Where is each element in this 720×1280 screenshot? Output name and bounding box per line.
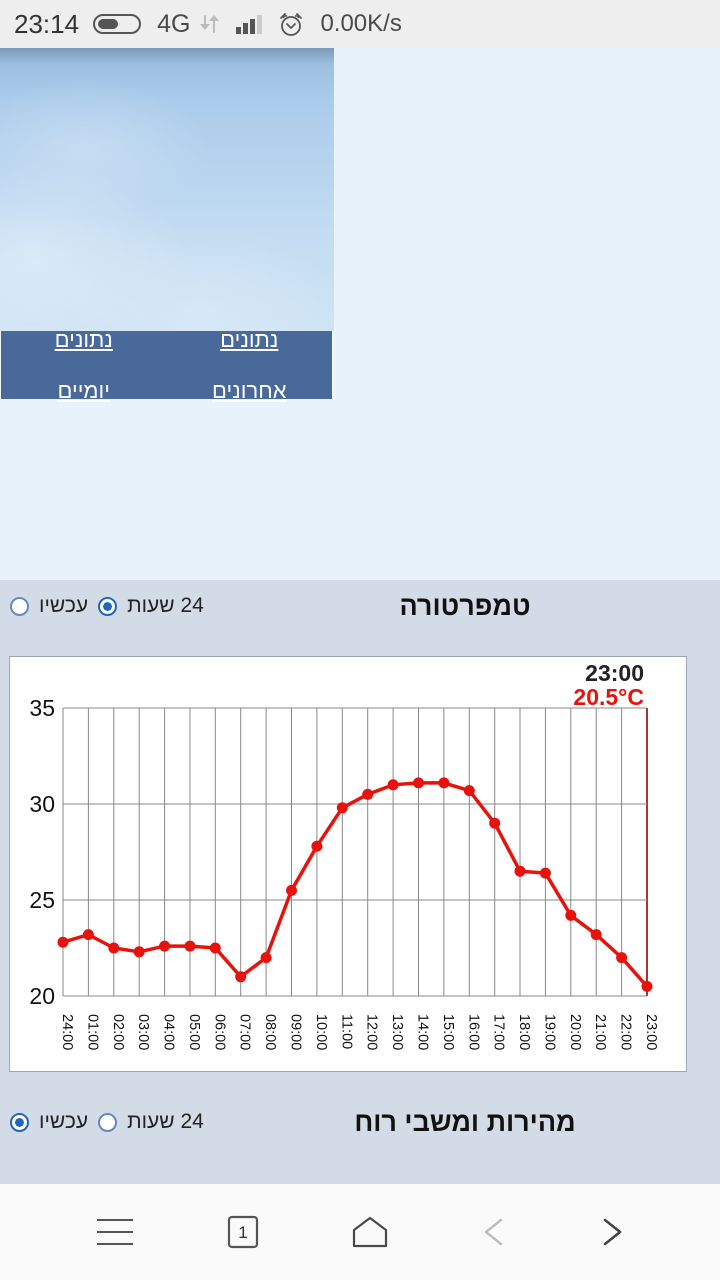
svg-text:04:00: 04:00 (161, 1014, 177, 1050)
svg-text:20:00: 20:00 (567, 1014, 583, 1050)
svg-text:06:00: 06:00 (211, 1014, 227, 1050)
svg-text:09:00: 09:00 (288, 1014, 304, 1050)
svg-text:24:00: 24:00 (59, 1014, 75, 1050)
svg-text:13:00: 13:00 (389, 1014, 405, 1050)
svg-text:22:00: 22:00 (618, 1014, 634, 1050)
svg-text:21:00: 21:00 (592, 1014, 608, 1050)
svg-text:02:00: 02:00 (110, 1014, 126, 1050)
svg-text:05:00: 05:00 (186, 1014, 202, 1050)
svg-text:07:00: 07:00 (237, 1014, 253, 1050)
svg-text:10:00: 10:00 (313, 1014, 329, 1050)
svg-text:35: 35 (29, 695, 55, 721)
svg-text:19:00: 19:00 (541, 1014, 557, 1050)
svg-text:23:00: 23:00 (643, 1014, 659, 1050)
svg-text:20.5°C: 20.5°C (573, 684, 644, 710)
svg-text:15:00: 15:00 (440, 1014, 456, 1050)
svg-text:03:00: 03:00 (135, 1014, 151, 1050)
svg-text:25: 25 (29, 887, 55, 913)
svg-text:11:00: 11:00 (338, 1014, 354, 1049)
svg-text:1: 1 (238, 1223, 247, 1242)
svg-text:17:00: 17:00 (491, 1014, 507, 1050)
svg-text:08:00: 08:00 (262, 1014, 278, 1050)
svg-text:18:00: 18:00 (516, 1014, 532, 1050)
svg-text:12:00: 12:00 (364, 1014, 380, 1050)
svg-text:20: 20 (29, 983, 55, 1009)
svg-text:30: 30 (29, 791, 55, 817)
svg-text:23:00: 23:00 (585, 660, 644, 686)
svg-text:16:00: 16:00 (465, 1014, 481, 1050)
svg-text:01:00: 01:00 (84, 1014, 100, 1050)
svg-text:14:00: 14:00 (415, 1014, 431, 1050)
